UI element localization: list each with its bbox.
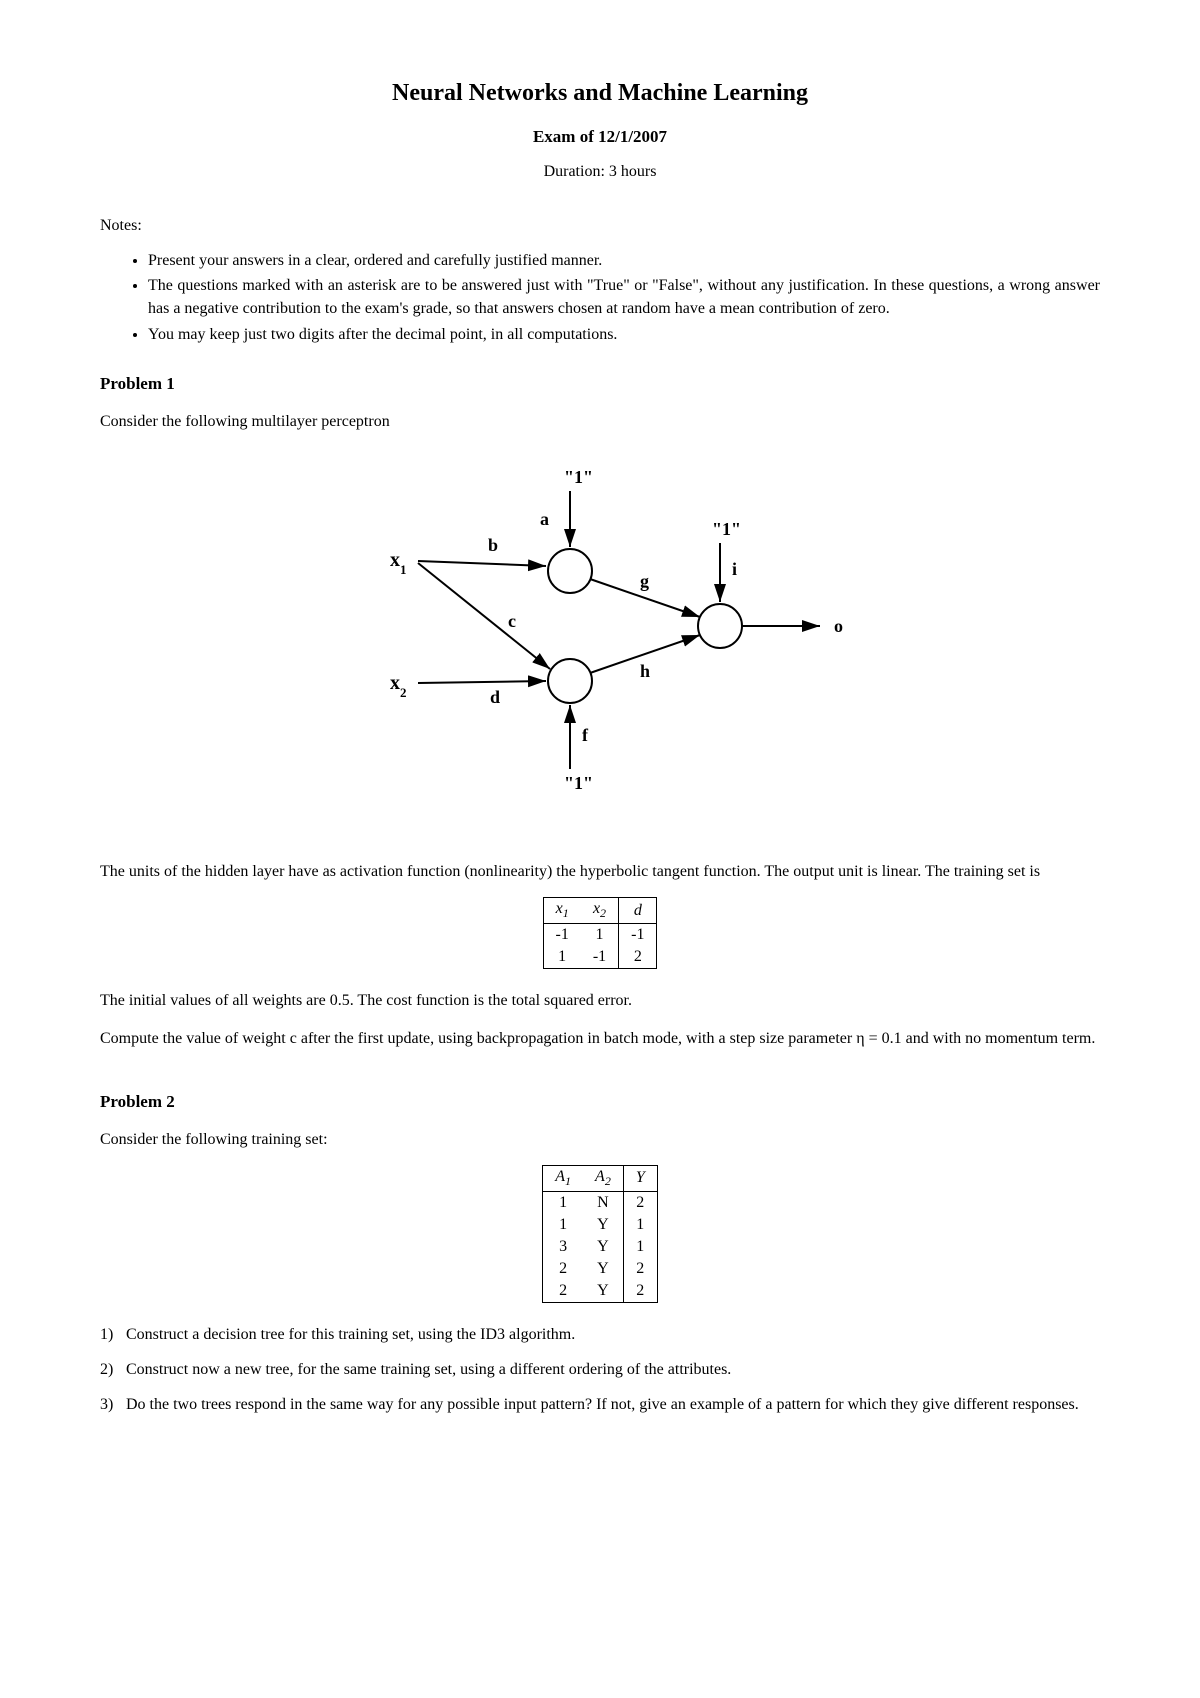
table-cell: 1 [623,1214,657,1236]
question-item: 3)Do the two trees respond in the same w… [126,1393,1100,1416]
table-header: A2 [583,1165,623,1191]
note-item: Present your answers in a clear, ordered… [148,249,1100,272]
problem-2-intro: Consider the following training set: [100,1128,1100,1151]
table-header: x1 [543,898,581,924]
problem-1-after-diagram: The units of the hidden layer have as ac… [100,860,1100,883]
table-cell: 2 [623,1192,657,1215]
table-header: A1 [543,1165,583,1191]
output-o-label: o [834,616,843,636]
hidden-node-2 [548,659,592,703]
problem-1-compute: Compute the value of weight c after the … [100,1027,1100,1050]
input-x2-label: x2 [390,672,407,700]
table-cell: 2 [543,1280,583,1303]
problem-1-heading: Problem 1 [100,374,1100,394]
weight-h-label: h [640,661,650,681]
table-cell: -1 [619,924,657,947]
weight-a-label: a [540,509,549,529]
table-cell: 3 [543,1236,583,1258]
weight-d-label: d [490,687,500,707]
problem-2-heading: Problem 2 [100,1092,1100,1112]
table-cell: 2 [623,1258,657,1280]
weight-f-label: f [582,725,589,745]
table-cell: 1 [623,1236,657,1258]
weight-i-label: i [732,559,737,579]
hidden-node-1 [548,549,592,593]
note-item: The questions marked with an asterisk ar… [148,274,1100,320]
mlp-diagram: "1" a x1 b c x2 d "1" f g h "1" i o [100,451,1100,836]
table-cell: 2 [619,946,657,969]
table-cell: 1 [543,1192,583,1215]
problem-2-questions: 1)Construct a decision tree for this tra… [100,1323,1100,1417]
table-cell: 1 [543,1214,583,1236]
table-header: d [619,898,657,924]
notes-label: Notes: [100,217,1100,235]
training-set-table-1: x1 x2 d -1 1 -1 1 -1 2 [543,897,658,969]
training-set-table-2: A1 A2 Y 1N2 1Y1 3Y1 2Y2 2Y2 [542,1165,657,1303]
table-cell: 2 [543,1258,583,1280]
table-cell: Y [583,1280,623,1303]
bias-one-top: "1" [564,467,593,487]
table-cell: Y [583,1214,623,1236]
mlp-svg: "1" a x1 b c x2 d "1" f g h "1" i o [340,451,860,831]
weight-b-label: b [488,535,498,555]
table-cell: 2 [623,1280,657,1303]
table-header: x2 [581,898,619,924]
output-node [698,604,742,648]
exam-duration: Duration: 3 hours [100,163,1100,181]
table-cell: Y [583,1236,623,1258]
table-header: Y [623,1165,657,1191]
problem-1-intro: Consider the following multilayer percep… [100,410,1100,433]
question-item: 1)Construct a decision tree for this tra… [126,1323,1100,1346]
exam-subtitle: Exam of 12/1/2007 [100,127,1100,147]
table-cell: N [583,1192,623,1215]
note-item: You may keep just two digits after the d… [148,323,1100,346]
weight-c-label: c [508,611,516,631]
table-cell: 1 [543,946,581,969]
question-item: 2)Construct now a new tree, for the same… [126,1358,1100,1381]
table-cell: -1 [581,946,619,969]
notes-list: Present your answers in a clear, ordered… [100,249,1100,346]
input-x1-label: x1 [390,549,407,577]
table-cell: 1 [581,924,619,947]
bias-one-bottom: "1" [564,773,593,793]
bias-one-right: "1" [712,519,741,539]
table-cell: Y [583,1258,623,1280]
weight-g-label: g [640,571,649,591]
page-title: Neural Networks and Machine Learning [100,80,1100,107]
problem-1-after-table: The initial values of all weights are 0.… [100,989,1100,1012]
table-cell: -1 [543,924,581,947]
